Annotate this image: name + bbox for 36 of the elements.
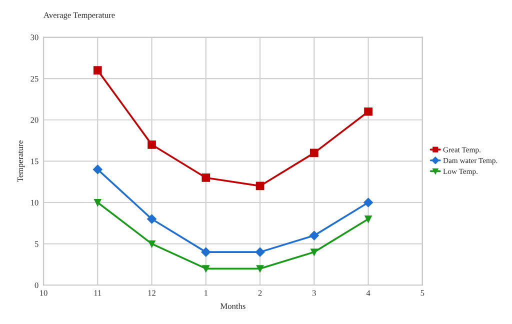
y-tick-label: 5 xyxy=(34,241,38,247)
x-tick-label: 10 xyxy=(40,290,48,296)
x-tick-label: 5 xyxy=(420,290,424,296)
x-axis-title: Months xyxy=(220,303,246,309)
point xyxy=(256,182,264,190)
point xyxy=(255,247,265,257)
y-tick-label: 0 xyxy=(34,282,38,288)
y-tick-label: 30 xyxy=(30,34,38,40)
point xyxy=(202,265,210,272)
x-tick-label: 12 xyxy=(148,290,156,296)
point xyxy=(148,140,156,149)
point xyxy=(147,214,156,224)
y-axis-title: Temperature xyxy=(18,140,25,182)
y-tick-label: 10 xyxy=(31,200,38,206)
point xyxy=(256,265,264,272)
x-tick-label: 11 xyxy=(94,290,102,296)
chart-title: Average Temperature xyxy=(44,12,115,20)
point xyxy=(148,240,156,248)
point xyxy=(201,247,211,257)
point xyxy=(93,164,102,174)
point xyxy=(364,216,372,222)
point xyxy=(94,199,102,206)
y-tick-label: 15 xyxy=(31,158,38,164)
x-tick-label: 1 xyxy=(204,290,208,296)
point xyxy=(364,107,372,116)
point xyxy=(202,174,210,182)
y-tick-label: 25 xyxy=(30,76,38,82)
x-tick-label: 3 xyxy=(312,290,316,296)
point xyxy=(93,66,102,74)
point xyxy=(310,248,318,256)
point xyxy=(310,230,319,240)
point xyxy=(310,148,318,158)
x-tick-label: 4 xyxy=(366,290,370,296)
point xyxy=(364,198,373,208)
y-tick-label: 20 xyxy=(30,117,38,123)
x-tick-label: 2 xyxy=(258,290,262,296)
